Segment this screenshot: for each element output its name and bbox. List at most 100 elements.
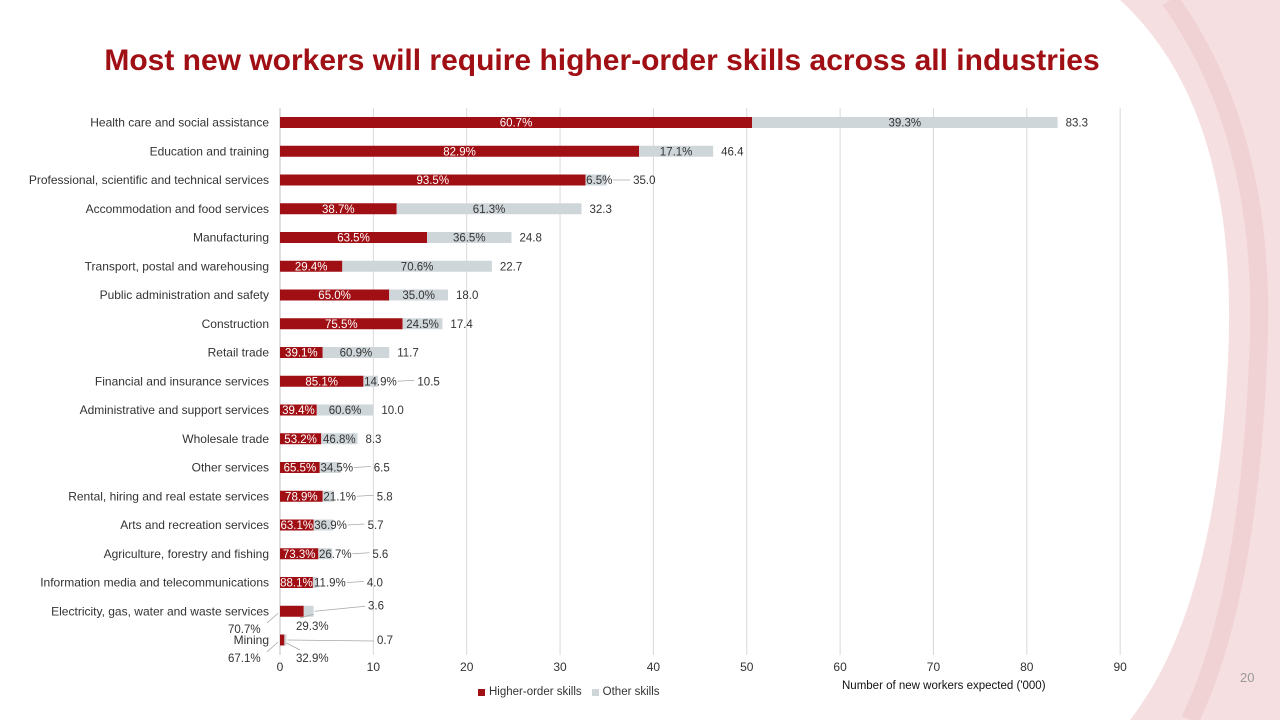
data-label-higher-order: 85.1%	[305, 376, 338, 388]
category-label: Public administration and safety	[100, 288, 269, 302]
data-label-total: 22.7	[500, 261, 522, 273]
data-label-other-skills: 11.9%	[314, 578, 346, 590]
data-label-higher-order: 38.7%	[322, 204, 355, 216]
legend-item-higher-order: Higher-order skills	[478, 686, 582, 698]
data-label-total: 5.6	[372, 549, 388, 561]
data-label-higher-order: 73.3%	[283, 549, 316, 561]
data-label-higher-order: 29.4%	[295, 261, 328, 273]
data-label-total: 32.3	[590, 204, 612, 216]
data-label-total: 35.0	[633, 175, 655, 187]
data-label-other-skills: 39.3%	[889, 118, 922, 130]
category-label: Wholesale trade	[182, 432, 269, 446]
data-label-total: 17.4	[450, 319, 473, 331]
category-label: Education and training	[150, 144, 269, 158]
data-label-total: 24.8	[520, 233, 542, 245]
data-label-higher-order: 78.9%	[285, 491, 318, 503]
data-label-other-skills: 60.6%	[329, 405, 362, 417]
bar-higher-order	[280, 577, 313, 588]
category-label: Electricity, gas, water and waste servic…	[51, 604, 269, 618]
data-label-other-skills: 26.7%	[319, 549, 352, 561]
data-label-higher-order: 67.1%	[228, 653, 261, 665]
x-tick-label: 20	[460, 660, 474, 674]
data-label-other-skills: 29.3%	[296, 621, 329, 633]
chart-legend: Higher-order skills Other skills	[478, 686, 660, 698]
data-label-other-skills: 32.9%	[296, 653, 329, 665]
category-label: Construction	[202, 317, 269, 331]
x-tick-label: 0	[277, 660, 284, 674]
category-label: Retail trade	[208, 346, 270, 360]
bar-higher-order	[280, 232, 428, 243]
data-label-other-skills: 36.9%	[314, 520, 347, 532]
data-label-higher-order: 63.5%	[337, 233, 370, 245]
data-label-higher-order: 82.9%	[443, 146, 476, 158]
data-label-other-skills: 24.5%	[406, 319, 439, 331]
legend-label-other: Other skills	[602, 686, 660, 698]
x-tick-label: 50	[740, 660, 754, 674]
leader-line	[353, 466, 371, 468]
bar-higher-order	[280, 548, 319, 560]
data-label-other-skills: 70.6%	[401, 261, 434, 273]
bar-higher-order	[280, 203, 397, 215]
data-label-higher-order: 75.5%	[325, 319, 358, 331]
data-label-total: 8.3	[365, 434, 381, 446]
x-tick-label: 70	[927, 660, 941, 674]
category-label: Other services	[192, 461, 269, 475]
category-label: Information media and telecommunications	[40, 576, 269, 590]
category-labels: Health care and social assistance Educati…	[29, 116, 269, 648]
category-label: Transport, postal and warehousing	[85, 259, 269, 273]
data-label-other-skills: 21.1%	[323, 491, 356, 503]
bar-other-skills	[312, 577, 318, 588]
leader-line	[352, 552, 370, 555]
leader-line	[266, 641, 279, 653]
data-label-higher-order: 70.7%	[228, 624, 261, 636]
data-label-total: 3.6	[368, 600, 384, 612]
category-label: Agriculture, forestry and fishing	[104, 547, 269, 561]
leader-line	[299, 613, 314, 619]
legend-swatch-other	[591, 688, 599, 696]
legend-item-other: Other skills	[591, 686, 660, 698]
data-label-total: 11.7	[397, 348, 419, 360]
legend-label-higher-order: Higher-order skills	[489, 686, 582, 698]
bar-higher-order	[280, 433, 322, 445]
chart-bars: 60.7% 39.3% 83.3 82.9% 17.1% 46.4 93.5% 6.5% 35.…	[228, 117, 1088, 665]
data-label-total: 5.7	[368, 520, 384, 532]
category-label: Manufacturing	[193, 231, 269, 245]
x-tick-label: 60	[833, 660, 847, 674]
bar-other-skills	[321, 433, 358, 445]
bar-higher-order	[280, 174, 586, 186]
leader-line	[346, 581, 364, 583]
data-label-total: 83.3	[1066, 118, 1088, 130]
bar-higher-order	[280, 260, 343, 272]
data-label-other-skills: 35.0%	[402, 290, 435, 302]
bar-other-skills	[316, 404, 374, 416]
bar-higher-order	[280, 145, 640, 157]
bar-higher-order	[280, 375, 364, 387]
leader-line	[286, 642, 301, 651]
page-number: 20	[1240, 670, 1255, 685]
x-axis-label: Number of new workers expected ('000)	[842, 680, 1046, 692]
bar-other-skills	[396, 203, 582, 215]
legend-swatch-higher-order	[478, 688, 485, 696]
bar-higher-order	[280, 404, 317, 416]
data-label-higher-order: 65.0%	[318, 290, 351, 302]
bar-other-skills	[313, 519, 334, 531]
data-label-total: 10.0	[381, 405, 403, 417]
category-label: Professional, scientific and technical s…	[29, 173, 269, 187]
bar-other-skills	[363, 375, 379, 387]
bar-other-skills	[389, 289, 449, 301]
data-label-other-skills: 17.1%	[660, 146, 693, 158]
x-tick-label: 80	[1020, 660, 1034, 674]
category-label: Arts and recreation services	[120, 518, 269, 532]
leader-line	[397, 379, 415, 382]
x-tick-label: 90	[1113, 660, 1127, 674]
data-label-higher-order: 93.5%	[416, 175, 449, 187]
data-label-total: 4.0	[367, 578, 383, 590]
bar-other-skills	[322, 490, 335, 502]
bar-higher-order	[280, 289, 390, 301]
data-label-higher-order: 88.1%	[280, 578, 313, 590]
data-label-other-skills: 61.3%	[473, 204, 506, 216]
leader-line	[347, 523, 365, 526]
category-label: Health care and social assistance	[90, 116, 269, 130]
bar-higher-order	[280, 519, 314, 531]
